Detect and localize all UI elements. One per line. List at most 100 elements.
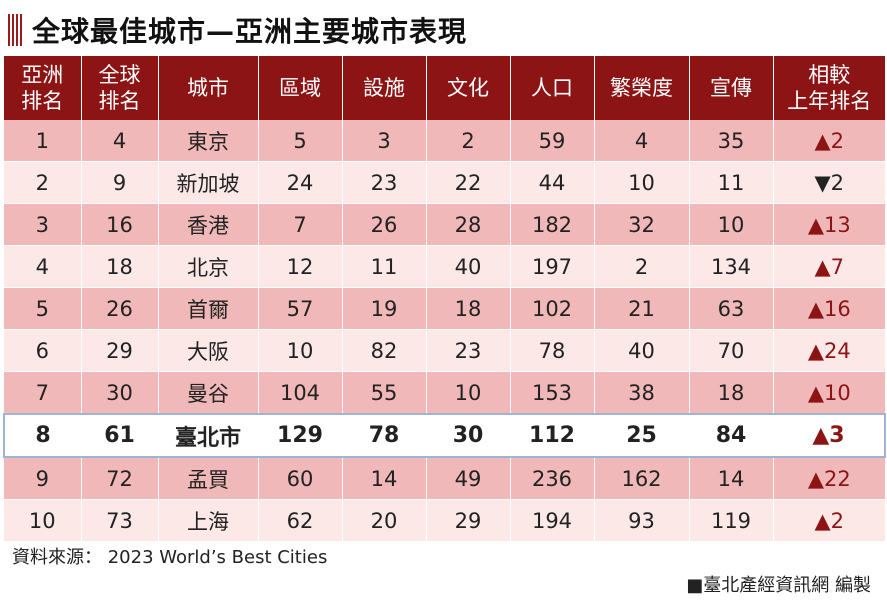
table-cell: 119 (689, 499, 774, 542)
table-cell: 26 (342, 203, 427, 246)
table-row: 4 18 北京 12 11 40 197 2 134 ▲7 (4, 245, 885, 288)
table-cell: 8 (3, 413, 81, 458)
column-header: 文化 (426, 56, 511, 120)
rank-change-cell: ▲16 (773, 287, 885, 330)
table-cell: 23 (342, 161, 427, 204)
page-title: 全球最佳城市—亞洲主要城市表現 (32, 15, 468, 48)
table-row: 10 73 上海 62 20 29 194 93 119 ▲2 (4, 499, 885, 542)
ranking-table: 亞洲 排名 全球 排名 城市 區域 設施 文化 人口 繁榮度 宣傳 相較 上年排名 1 4 東京 5 3 2 59 4… (3, 56, 886, 542)
column-header: 設施 (342, 56, 427, 120)
table-cell: 22 (426, 161, 511, 204)
rank-change-cell: ▲13 (773, 203, 885, 246)
table-cell: 10 (258, 329, 343, 372)
column-header: 全球 排名 (81, 56, 159, 120)
table-cell: 21 (594, 287, 690, 330)
source-note: 資料來源： 2023 World’s Best Cities (12, 547, 328, 568)
table-cell: 236 (510, 457, 595, 500)
table-cell: 62 (258, 499, 343, 542)
table-row: 6 29 大阪 10 82 23 78 40 70 ▲24 (4, 329, 885, 372)
table-cell: 東京 (158, 120, 259, 162)
table-cell: 55 (342, 371, 427, 415)
column-header: 區域 (258, 56, 343, 120)
table-cell: 57 (258, 287, 343, 330)
table-row: 5 26 首爾 57 19 18 102 21 63 ▲16 (4, 287, 885, 330)
table-cell: 12 (258, 245, 343, 288)
rank-change-cell: ▼2 (773, 161, 885, 204)
table-cell: 10 (594, 161, 690, 204)
table-row: 9 72 孟買 60 14 49 236 162 14 ▲22 (4, 457, 885, 500)
table-row: 2 9 新加坡 24 23 22 44 10 11 ▼2 (4, 161, 885, 204)
table-cell: 24 (258, 161, 343, 204)
table-cell: 11 (342, 245, 427, 288)
table-cell: 104 (258, 371, 343, 415)
table-cell: 40 (426, 245, 511, 288)
rank-change-cell: ▲7 (773, 245, 885, 288)
rank-change-cell: ▲2 (773, 120, 885, 162)
table-cell: 11 (689, 161, 774, 204)
table-cell: 23 (426, 329, 511, 372)
title-marker (8, 14, 22, 46)
table-cell: 25 (594, 413, 689, 458)
table-cell: 7 (258, 203, 343, 246)
table-cell: 5 (4, 287, 82, 330)
column-header: 亞洲 排名 (4, 56, 82, 120)
table-cell: 78 (342, 413, 426, 458)
table-cell: 30 (81, 371, 159, 415)
table-cell: 9 (4, 457, 82, 500)
table-cell: 162 (594, 457, 690, 500)
table-cell: 40 (594, 329, 690, 372)
table-cell: 5 (258, 120, 343, 162)
table-header-row: 亞洲 排名 全球 排名 城市 區域 設施 文化 人口 繁榮度 宣傳 相較 上年排名 (4, 56, 885, 120)
table-cell: 16 (81, 203, 159, 246)
table-cell: 14 (342, 457, 427, 500)
table-cell: 194 (510, 499, 595, 542)
table-cell: 60 (258, 457, 343, 500)
rank-change-cell: ▲10 (773, 371, 885, 415)
table-cell: 38 (594, 371, 690, 415)
table-cell: 上海 (158, 499, 259, 542)
table-cell: 59 (510, 120, 595, 162)
table-cell: 84 (689, 413, 773, 458)
column-header: 宣傳 (689, 56, 774, 120)
table-cell: 197 (510, 245, 595, 288)
table-cell: 32 (594, 203, 690, 246)
table-cell: 3 (342, 120, 427, 162)
table-cell: 112 (510, 413, 594, 458)
table-cell: 10 (689, 203, 774, 246)
table-row: 8 61 臺北市 129 78 30 112 25 84 ▲3 (3, 413, 886, 458)
table-cell: 4 (594, 120, 690, 162)
table-cell: 26 (81, 287, 159, 330)
table-cell: 134 (689, 245, 774, 288)
table-cell: 曼谷 (158, 371, 259, 415)
table-cell: 14 (689, 457, 774, 500)
table-cell: 35 (689, 120, 774, 162)
table-cell: 1 (4, 120, 82, 162)
table-cell: 10 (4, 499, 82, 542)
table-cell: 78 (510, 329, 595, 372)
table-cell: 3 (4, 203, 82, 246)
table-cell: 49 (426, 457, 511, 500)
table-body: 1 4 東京 5 3 2 59 4 35 ▲2 2 9 新加坡 24 23 22 44 10 11 ▼2 3 16 香港 7 2… (3, 120, 886, 542)
table-cell: 孟買 (158, 457, 259, 500)
table-cell: 72 (81, 457, 159, 500)
table-cell: 9 (81, 161, 159, 204)
table-cell: 29 (426, 499, 511, 542)
table-cell: 2 (426, 120, 511, 162)
table-cell: 18 (689, 371, 774, 415)
table-cell: 29 (81, 329, 159, 372)
rank-change-cell: ▲3 (773, 413, 886, 458)
column-header: 人口 (510, 56, 595, 120)
table-cell: 82 (342, 329, 427, 372)
table-row: 7 30 曼谷 104 55 10 153 38 18 ▲10 (4, 371, 885, 415)
table-cell: 73 (81, 499, 159, 542)
table-cell: 44 (510, 161, 595, 204)
table-cell: 10 (426, 371, 511, 415)
table-cell: 153 (510, 371, 595, 415)
table-cell: 129 (258, 413, 342, 458)
rank-change-cell: ▲24 (773, 329, 885, 372)
table-row: 1 4 東京 5 3 2 59 4 35 ▲2 (4, 120, 885, 162)
table-cell: 20 (342, 499, 427, 542)
table-cell: 2 (594, 245, 690, 288)
table-cell: 93 (594, 499, 690, 542)
column-header: 城市 (158, 56, 259, 120)
